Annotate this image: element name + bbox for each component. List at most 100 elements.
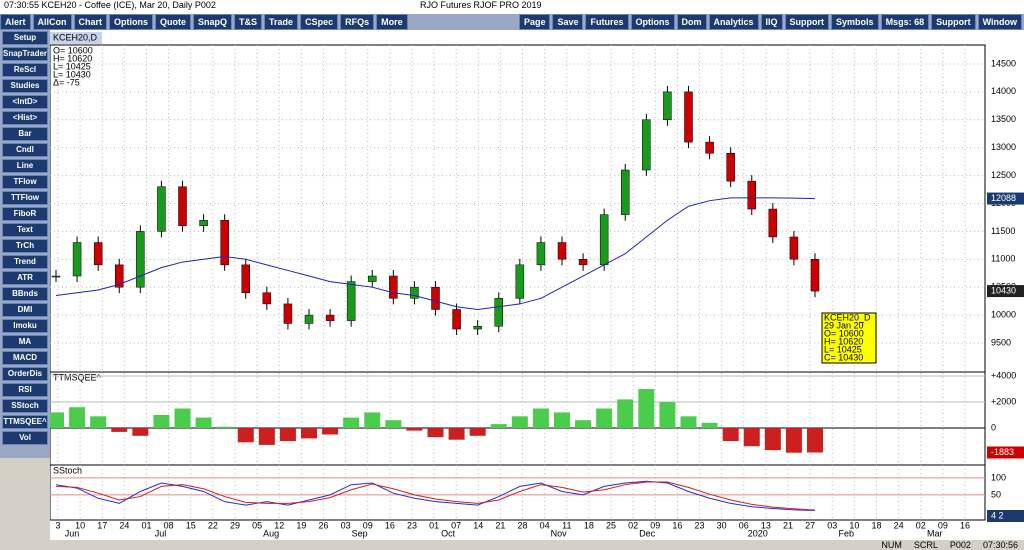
x-tick-label: 23 [407,520,417,530]
toolbar-button[interactable]: Options [630,14,675,30]
x-tick-label: 21 [783,520,793,530]
x-tick-label: 09 [363,520,373,530]
info-line: KCEH20_D [824,312,871,322]
toolbar-button[interactable]: Dom [676,14,707,30]
sidebar-button[interactable]: TrCh [2,239,48,253]
toolbar-button[interactable]: Msgs: 68 [880,14,930,30]
sidebar-button[interactable]: RSI [2,383,48,397]
month-label: Aug [263,528,279,538]
sidebar-button[interactable]: TTMSQEE^ [2,415,48,429]
sidebar-button[interactable]: Imoku [2,319,48,333]
panel-title: TTMSQEE^ [53,372,102,382]
toolbar-button[interactable]: Page [518,14,551,30]
sidebar-button[interactable]: MA [2,335,48,349]
x-tick-label: 04 [540,520,550,530]
histogram-bar [448,428,465,440]
histogram-bar [743,428,760,447]
sidebar-button[interactable]: Text [2,223,48,237]
sidebar-button[interactable]: Line [2,159,48,173]
histogram-bar [69,407,86,429]
histogram-bar [575,420,592,429]
toolbar-button[interactable]: Futures [585,14,629,30]
candle [199,219,208,227]
toolbar-button[interactable]: Save [552,14,584,30]
x-tick-label: 01 [141,520,151,530]
sidebar-button[interactable]: TTFlow [2,191,48,205]
panel-frame [50,464,986,521]
toolbar-button[interactable]: More [376,14,408,30]
sidebar-button[interactable]: <Hist> [2,111,48,125]
info-line: H= 10620 [824,336,863,346]
sidebar-button[interactable]: ATR [2,271,48,285]
candle [494,298,503,327]
toolbar-button[interactable]: Quote [155,14,192,30]
toolbar-button[interactable]: Chart [73,14,108,30]
sidebar-button[interactable]: SStoch [2,399,48,413]
candle [578,259,588,266]
sidebar-button[interactable]: OrderDis [2,367,48,381]
sidebar-button[interactable]: DMI [2,303,48,317]
last-price-label: 10430 [991,285,1016,295]
candle [515,264,525,299]
info-line: O= 10600 [824,328,864,338]
histogram-bar [258,428,275,445]
toolbar-button[interactable]: IIQ [760,14,783,30]
month-label: Oct [441,528,456,538]
x-tick-label: 17 [97,520,107,530]
status-item: 07:30:56 [982,540,1018,550]
y-tick-label: 100 [991,472,1006,482]
status-item: SCRL [913,540,938,550]
toolbar-button[interactable]: Symbols [831,14,879,30]
x-tick-label: 22 [208,520,218,530]
candle [220,219,229,266]
info-line: C= 10430 [824,352,863,362]
sidebar-button[interactable]: Vol [2,431,48,445]
toolbar-button[interactable]: Support [784,14,830,30]
toolbar-button[interactable]: Alert [0,14,31,30]
y-tick-label: 13500 [991,114,1016,124]
sidebar-button[interactable]: BBnds [2,287,48,301]
x-tick-label: 09 [650,520,660,530]
sidebar-button[interactable]: Trend [2,255,48,269]
sidebar-button[interactable]: Bar [2,127,48,141]
histogram-bar [132,428,149,436]
toolbar-button[interactable]: SnapQ [193,14,233,30]
histogram-bar [279,428,296,442]
candle [304,314,314,324]
toolbar-button[interactable]: Analytics [708,14,759,30]
candle [663,91,672,121]
histogram-bar [50,412,64,429]
last-value-label: 4 2 [991,510,1004,520]
x-tick-label: 07 [451,520,461,530]
sidebar-button[interactable]: MACD [2,351,48,365]
info-line: 29 Jan 20 [824,320,864,330]
toolbar-button[interactable]: Window [977,14,1022,30]
sidebar-button[interactable]: Studies [2,79,48,93]
sidebar-button[interactable]: <IntD> [2,95,48,109]
toolbar-button[interactable]: AllCon [32,14,72,30]
histogram-bar [680,416,697,429]
x-tick-label: 23 [695,520,705,530]
histogram-bar [301,428,317,439]
sidebar-button[interactable]: SnapTrader [2,47,48,61]
sidebar-button[interactable]: Setup [2,31,48,45]
ohlc-line: O= 10600 [53,45,93,55]
sidebar-button[interactable]: TFlow [2,175,48,189]
toolbar-button[interactable]: Trade [264,14,299,30]
status-item: P002 [949,540,971,550]
histogram-bar [617,399,634,429]
sidebar-button[interactable]: Cndl [2,143,48,157]
sidebar-button[interactable]: FiboR [2,207,48,221]
histogram-bar [511,416,528,429]
y-tick-label: 12500 [991,170,1016,180]
app-name: RJO Futures RJOF PRO 2019 [420,0,542,10]
toolbar-button[interactable]: Options [109,14,154,30]
toolbar-button[interactable]: Support [931,14,976,30]
toolbar-button[interactable]: RFQs [340,14,375,30]
sidebar-button[interactable]: ReScl [2,63,48,77]
x-tick-label: 14 [473,520,483,530]
toolbar-button[interactable]: CSpec [300,14,339,30]
toolbar-button[interactable]: T&S [234,14,263,30]
candle [789,236,799,260]
ohlc-line: H= 10620 [53,53,92,63]
